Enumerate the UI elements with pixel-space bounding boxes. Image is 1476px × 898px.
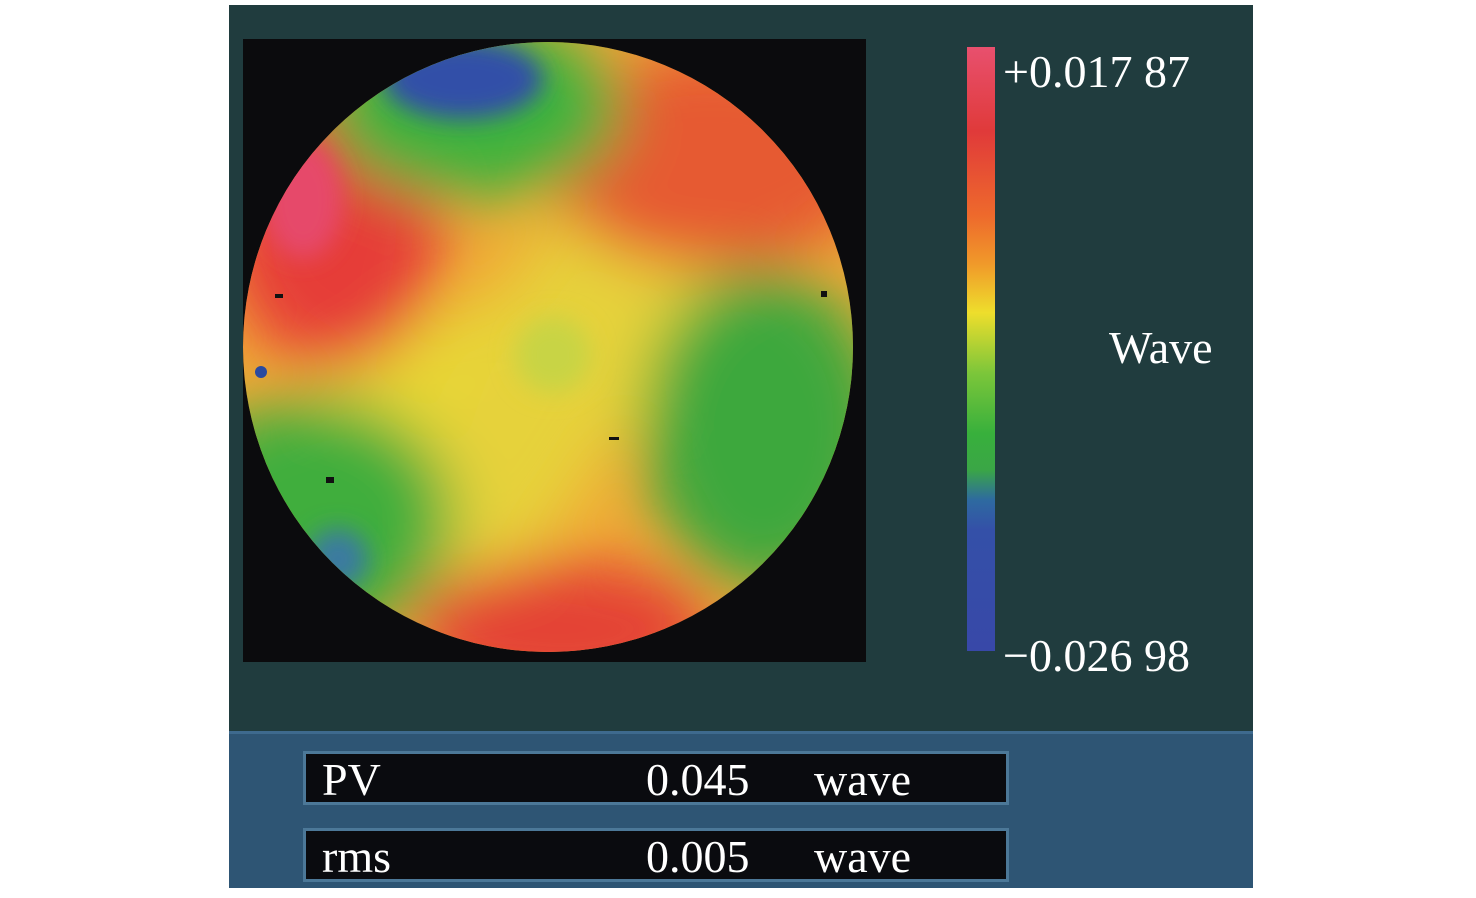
color-scale-max-label: +0.017 87 [1003, 46, 1190, 97]
stat-unit: wave [814, 831, 912, 882]
stat-value: 0.045 [646, 754, 750, 805]
wavefront-map-panel [243, 39, 866, 662]
wavefront-map [243, 42, 853, 652]
aperture [243, 42, 853, 652]
color-scale-min-label: −0.026 98 [1003, 630, 1190, 681]
stat-name: PV [322, 754, 381, 805]
stat-row-pv: PV 0.045 wave [303, 751, 1009, 805]
interferometer-window: +0.017 87 −0.026 98 Wave PV 0.045 wave r… [229, 5, 1253, 888]
statistics-panel: PV 0.045 wave rms 0.005 wave [229, 731, 1253, 888]
stat-unit: wave [814, 754, 912, 805]
stat-name: rms [322, 831, 391, 882]
color-scale-bar [967, 47, 995, 651]
stat-row-rms: rms 0.005 wave [303, 828, 1009, 882]
color-scale-unit-label: Wave [1109, 322, 1213, 373]
stat-value: 0.005 [646, 831, 750, 882]
